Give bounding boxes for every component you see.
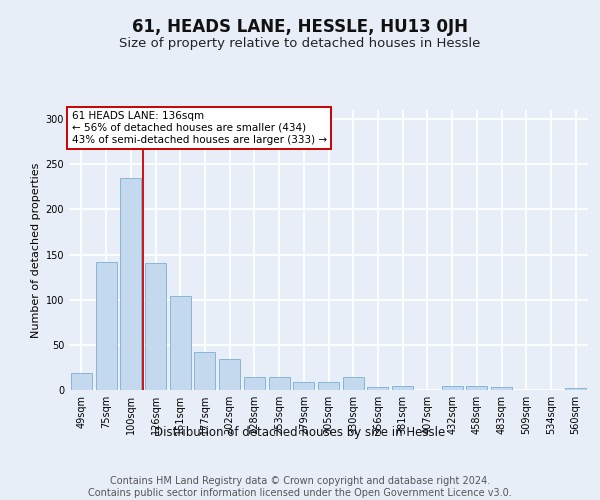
Bar xyxy=(145,262,166,390)
Bar xyxy=(466,386,487,390)
Bar xyxy=(491,388,512,390)
Bar xyxy=(244,378,265,390)
Bar xyxy=(95,262,116,390)
Bar xyxy=(194,352,215,390)
Bar xyxy=(343,378,364,390)
Text: Distribution of detached houses by size in Hessle: Distribution of detached houses by size … xyxy=(154,426,446,439)
Bar xyxy=(565,388,586,390)
Bar xyxy=(442,386,463,390)
Bar xyxy=(71,373,92,390)
Text: 61, HEADS LANE, HESSLE, HU13 0JH: 61, HEADS LANE, HESSLE, HU13 0JH xyxy=(132,18,468,36)
Bar xyxy=(392,386,413,390)
Text: Contains HM Land Registry data © Crown copyright and database right 2024.
Contai: Contains HM Land Registry data © Crown c… xyxy=(88,476,512,498)
Text: Size of property relative to detached houses in Hessle: Size of property relative to detached ho… xyxy=(119,38,481,51)
Bar xyxy=(293,382,314,390)
Bar xyxy=(367,388,388,390)
Bar xyxy=(219,360,240,390)
Bar xyxy=(170,296,191,390)
Bar xyxy=(269,378,290,390)
Bar xyxy=(318,382,339,390)
Y-axis label: Number of detached properties: Number of detached properties xyxy=(31,162,41,338)
Bar xyxy=(120,178,141,390)
Text: 61 HEADS LANE: 136sqm
← 56% of detached houses are smaller (434)
43% of semi-det: 61 HEADS LANE: 136sqm ← 56% of detached … xyxy=(71,112,327,144)
